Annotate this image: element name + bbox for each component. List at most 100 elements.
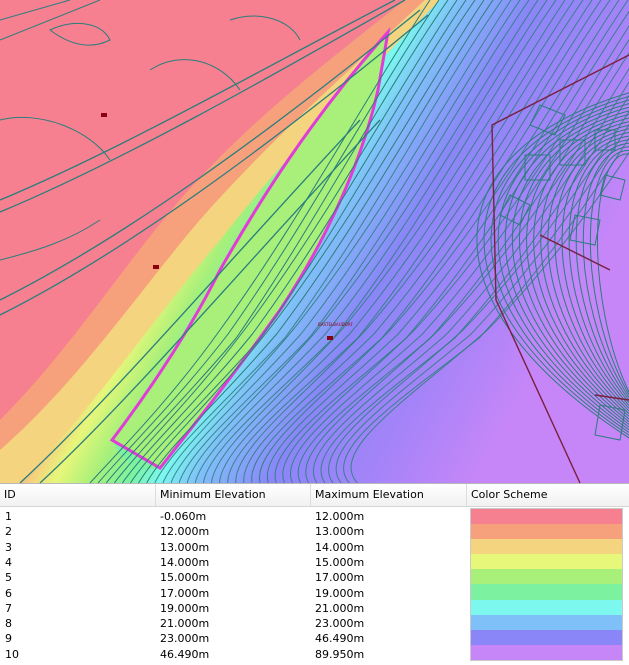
contour-line: [227, 0, 584, 483]
contour-line: [121, 0, 467, 483]
color-band: [471, 614, 622, 630]
contour-line: [219, 0, 575, 483]
color-band: [471, 524, 622, 540]
contour-line: [97, 0, 440, 483]
legend-id-cell: 3: [5, 540, 12, 554]
contour-line: [526, 117, 629, 420]
legend-min-cell: 14.000m: [160, 555, 210, 569]
legend-max-cell: 14.000m: [315, 540, 365, 554]
legend-max-cell: 15.000m: [315, 555, 365, 569]
contour-line: [194, 0, 548, 483]
contour-line: [335, 123, 629, 483]
contour-line: [582, 146, 629, 398]
legend-max-cell: 12.000m: [315, 510, 365, 523]
contour-line: [170, 0, 521, 483]
map-marker[interactable]: [101, 113, 107, 117]
contour-line: [519, 113, 629, 423]
color-band: [471, 644, 622, 660]
contour-line: [113, 0, 458, 483]
color-band: [471, 599, 622, 615]
color-scheme-swatch[interactable]: [470, 508, 623, 661]
contour-line: [320, 94, 629, 483]
legend-row[interactable]: 4 14.000m 15.000m: [0, 555, 629, 570]
contour-line: [554, 131, 629, 409]
legend-id-cell: 10: [5, 647, 19, 661]
legend-id-cell: 1: [5, 510, 12, 523]
contour-line: [154, 0, 503, 483]
yellow-band: [0, 0, 440, 483]
legend-row[interactable]: 10 46.490m 89.950m: [0, 647, 629, 662]
contour-line: [202, 0, 557, 483]
legend-min-cell: 15.000m: [160, 571, 210, 585]
contour-line: [274, 10, 629, 483]
legend-min-cell: -0.060m: [160, 510, 207, 523]
legend-max-cell: 46.490m: [315, 632, 365, 646]
legend-max-cell: 21.000m: [315, 601, 365, 615]
contour-line: [211, 0, 566, 483]
legend-row[interactable]: 7 19.000m 21.000m: [0, 601, 629, 616]
id-column-header[interactable]: ID: [0, 484, 156, 506]
contour-line: [243, 0, 602, 483]
low-elevation-zone: [0, 0, 405, 420]
contour-line: [290, 38, 629, 483]
map-marker[interactable]: [327, 336, 333, 340]
legend-row[interactable]: 1 -0.060m 12.000m: [0, 509, 629, 524]
legend-max-cell: 13.000m: [315, 525, 365, 539]
district-roads: [491, 54, 629, 483]
legend-min-cell: 46.490m: [160, 647, 210, 661]
contour-line: [483, 95, 629, 436]
contour-line: [312, 81, 629, 483]
legend-id-cell: 2: [5, 525, 12, 539]
building-footprints: [499, 104, 626, 441]
contour-line: [547, 128, 629, 412]
contour-line: [497, 103, 629, 431]
contour-line: [490, 99, 629, 433]
legend-id-cell: 9: [5, 632, 12, 646]
contour-line: [105, 0, 449, 483]
legend-max-cell: 19.000m: [315, 586, 365, 600]
elevation-map-canvas[interactable]: BASTELBAUDORF: [0, 0, 629, 483]
legend-min-cell: 19.000m: [160, 601, 210, 615]
contour-line: [297, 51, 629, 483]
green-parcel: [112, 32, 388, 468]
contour-line: [511, 110, 629, 425]
legend-min-cell: 21.000m: [160, 617, 210, 631]
elevation-map[interactable]: BASTELBAUDORF: [0, 0, 629, 483]
legend-id-cell: 5: [5, 571, 12, 585]
legend-min-cell: 23.000m: [160, 632, 210, 646]
contour-line: [259, 0, 620, 483]
legend-row[interactable]: 9 23.000m 46.490m: [0, 631, 629, 646]
min-elevation-column-header[interactable]: Minimum Elevation: [156, 484, 311, 506]
color-band: [471, 584, 622, 600]
color-scheme-column-header[interactable]: Color Scheme: [471, 488, 548, 501]
legend-id-cell: 6: [5, 586, 12, 600]
contour-line: [146, 0, 494, 483]
legend-min-cell: 12.000m: [160, 525, 210, 539]
legend-row[interactable]: 6 17.000m 19.000m: [0, 586, 629, 601]
color-band: [471, 569, 622, 585]
contour-line: [162, 0, 512, 483]
contour-line: [235, 0, 593, 483]
max-elevation-column-header[interactable]: Maximum Elevation: [311, 484, 467, 506]
contour-line: [138, 0, 485, 483]
legend-id-cell: 8: [5, 617, 12, 631]
contour-line: [561, 135, 629, 406]
legend-row[interactable]: 3 13.000m 14.000m: [0, 540, 629, 555]
map-marker[interactable]: [153, 265, 159, 269]
color-band: [471, 539, 622, 555]
contour-line: [178, 0, 530, 483]
street-lines: [0, 0, 301, 261]
contour-line: [89, 0, 431, 483]
legend-row[interactable]: 5 15.000m 17.000m: [0, 570, 629, 585]
legend-row[interactable]: 2 12.000m 13.000m: [0, 524, 629, 539]
legend-min-cell: 17.000m: [160, 586, 210, 600]
contour-line: [504, 106, 629, 428]
color-band: [471, 509, 622, 525]
legend-id-cell: 4: [5, 555, 12, 569]
contour-line: [305, 67, 629, 483]
contour-line: [130, 0, 476, 483]
legend-row[interactable]: 8 21.000m 23.000m: [0, 616, 629, 631]
color-band: [471, 629, 622, 645]
legend-min-cell: 13.000m: [160, 540, 210, 554]
contour-line: [575, 142, 629, 401]
